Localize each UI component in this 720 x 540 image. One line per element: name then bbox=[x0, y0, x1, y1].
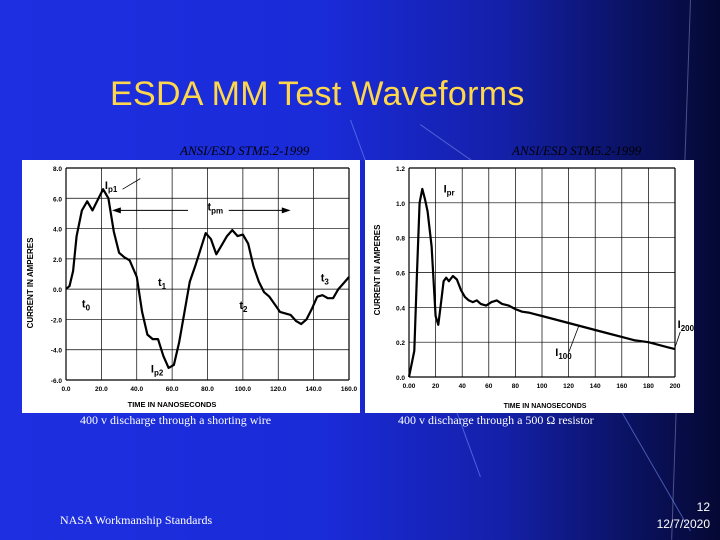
annotation-label: Ip2 bbox=[151, 363, 164, 377]
x-tick-label: 40.0 bbox=[130, 386, 143, 393]
x-tick-label: 60 bbox=[485, 383, 493, 390]
right-caption: 400 v discharge through a 500 Ω resistor bbox=[398, 413, 594, 427]
annotation-label: t2 bbox=[239, 300, 248, 314]
left-standard-label: ANSI/ESD STM5.2-1999 bbox=[180, 143, 310, 158]
annotation-label: t1 bbox=[158, 277, 167, 291]
x-tick-label: 20 bbox=[432, 383, 440, 390]
x-tick-label: 200 bbox=[670, 383, 681, 390]
right-chart-panel: CURRENT IN AMPERES TIME IN NANOSECONDS 0… bbox=[365, 160, 695, 413]
left-chart-panel: CURRENT IN AMPERES TIME IN NANOSECONDS 0… bbox=[22, 160, 360, 413]
y-tick-label: -4.0 bbox=[51, 348, 63, 355]
annotation-label: I200 bbox=[678, 319, 694, 333]
annotation-label: Ip1 bbox=[105, 180, 118, 194]
decor-ray bbox=[620, 409, 691, 532]
y-tick-label: 1.0 bbox=[396, 201, 405, 208]
y-tick-label: 0.6 bbox=[396, 271, 405, 278]
arrowhead bbox=[281, 207, 291, 214]
annotation-label: t0 bbox=[82, 298, 91, 312]
arrowhead bbox=[111, 207, 121, 214]
x-tick-label: 60.0 bbox=[166, 386, 179, 393]
annotation-label: tpm bbox=[208, 201, 224, 215]
x-tick-label: 160.0 bbox=[341, 386, 358, 393]
y-tick-label: 2.0 bbox=[53, 257, 62, 264]
x-tick-label: 140.0 bbox=[305, 386, 322, 393]
y-tick-label: 4.0 bbox=[53, 227, 62, 234]
series-line bbox=[407, 187, 676, 378]
x-axis-label: TIME IN NANOSECONDS bbox=[504, 403, 587, 410]
x-tick-label: 20.0 bbox=[95, 386, 108, 393]
x-tick-label: 80.0 bbox=[201, 386, 214, 393]
y-tick-label: -6.0 bbox=[51, 378, 63, 385]
series-line bbox=[65, 188, 350, 369]
annotation-label: Ipr bbox=[444, 183, 455, 197]
annotation-leader bbox=[122, 178, 141, 190]
slide-title: ESDA MM Test Waveforms bbox=[110, 75, 525, 113]
annotation-label: I100 bbox=[555, 347, 572, 361]
annotation-leader bbox=[568, 324, 580, 353]
x-tick-label: 40 bbox=[459, 383, 467, 390]
y-tick-label: 1.2 bbox=[396, 166, 405, 173]
x-tick-label: 160 bbox=[616, 383, 627, 390]
y-axis-label: CURRENT IN AMPERES bbox=[26, 237, 35, 328]
right-standard-label: ANSI/ESD STM5.2-1999 bbox=[512, 143, 642, 158]
y-tick-label: 0.0 bbox=[396, 375, 405, 382]
y-tick-label: 8.0 bbox=[53, 166, 62, 173]
page-number: 12 bbox=[696, 500, 710, 514]
y-tick-label: 0.4 bbox=[396, 305, 405, 312]
left-caption: 400 v discharge through a shorting wire bbox=[80, 413, 272, 427]
x-tick-label: 0.0 bbox=[61, 386, 70, 393]
slide-date: 12/7/2020 bbox=[656, 517, 710, 531]
y-tick-label: 0.2 bbox=[396, 340, 405, 347]
y-tick-label: 6.0 bbox=[53, 196, 62, 203]
x-tick-label: 120.0 bbox=[270, 386, 287, 393]
footer-organization: NASA Workmanship Standards bbox=[60, 513, 213, 527]
annotation-leader bbox=[674, 331, 681, 348]
left-chart: CURRENT IN AMPERES TIME IN NANOSECONDS 0… bbox=[26, 166, 358, 409]
y-axis-label: CURRENT IN AMPERES bbox=[373, 224, 382, 315]
right-chart: CURRENT IN AMPERES TIME IN NANOSECONDS 0… bbox=[373, 166, 695, 410]
x-tick-label: 140 bbox=[590, 383, 601, 390]
x-tick-label: 100 bbox=[537, 383, 548, 390]
y-tick-label: -2.0 bbox=[51, 317, 63, 324]
annotation-label: t3 bbox=[321, 273, 330, 287]
x-tick-label: 80 bbox=[512, 383, 520, 390]
x-axis-label: TIME IN NANOSECONDS bbox=[128, 400, 217, 409]
x-tick-label: 120 bbox=[563, 383, 574, 390]
x-tick-label: 100.0 bbox=[235, 386, 252, 393]
x-tick-label: 0.00 bbox=[403, 383, 416, 390]
y-tick-label: 0.8 bbox=[396, 236, 405, 243]
y-tick-label: 0.0 bbox=[53, 287, 62, 294]
x-tick-label: 180 bbox=[643, 383, 654, 390]
